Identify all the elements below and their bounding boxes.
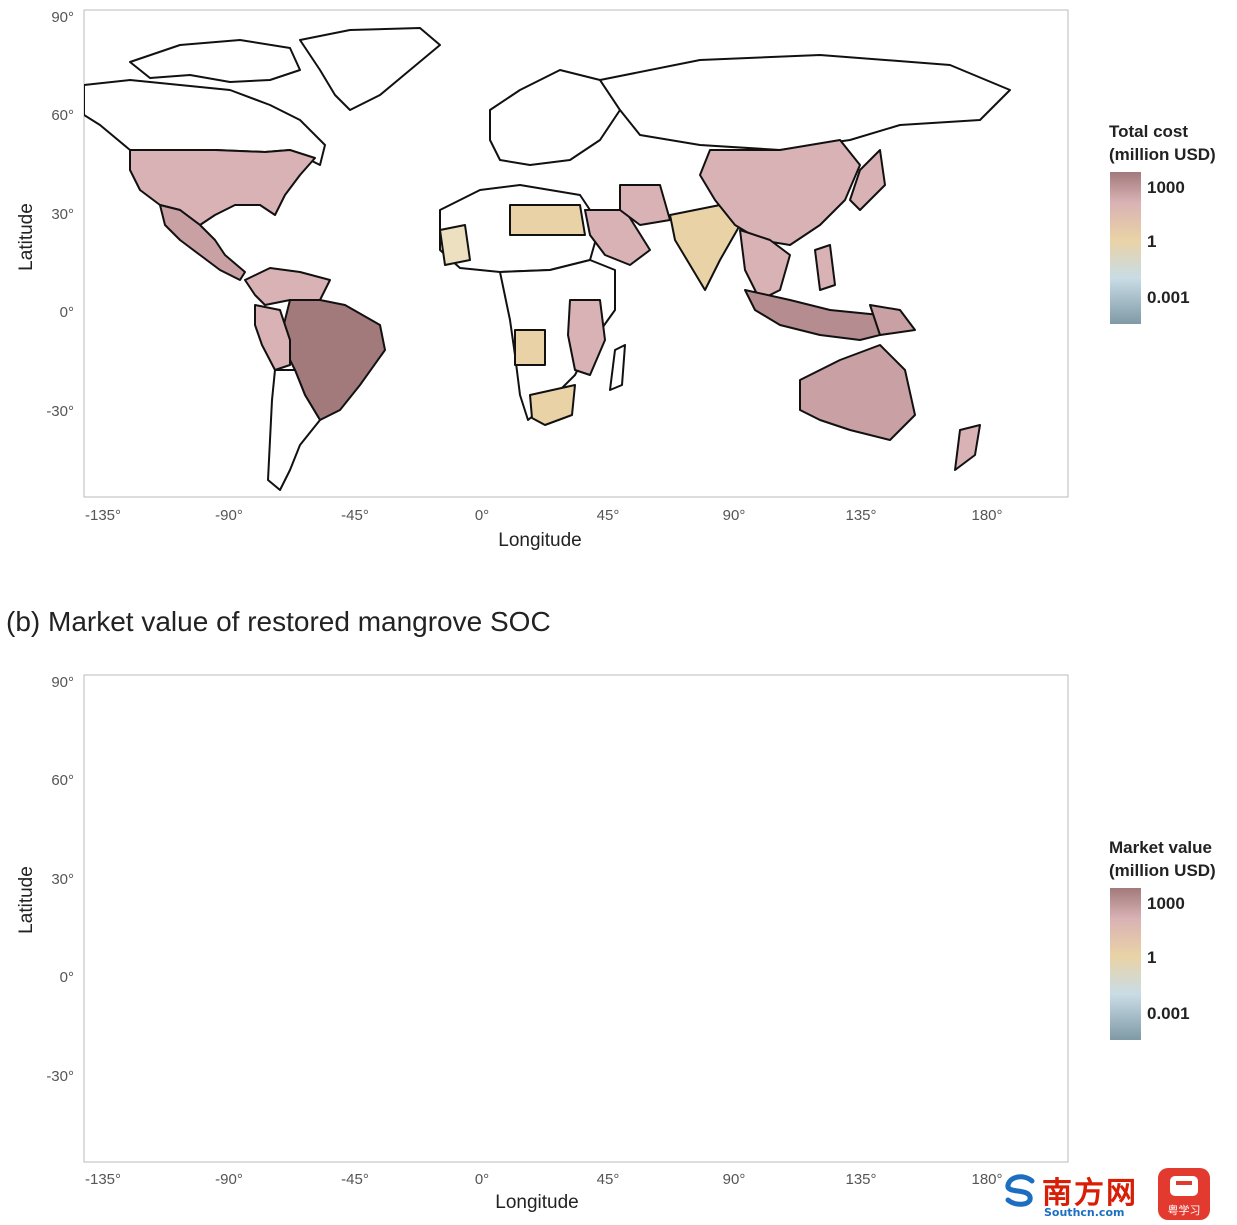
y-tick: 60° xyxy=(51,772,74,789)
arctic-islands xyxy=(129,39,301,83)
watermark: 南方网 Southcn.com 粤学习 xyxy=(1000,1166,1236,1224)
canada xyxy=(84,79,326,166)
panel-a-legend: Total cost (million USD) 1000 1 0.001 xyxy=(1109,120,1234,330)
x-tick: 135° xyxy=(845,1171,876,1188)
legend-colorbar xyxy=(1110,888,1141,1040)
legend-label-low: 0.001 xyxy=(1147,1004,1190,1023)
legend-label-mid: 1 xyxy=(1147,948,1157,967)
x-tick: -45° xyxy=(341,1171,369,1188)
panel-b-x-label: Longitude xyxy=(495,1192,578,1213)
panel-a-map xyxy=(84,27,1011,491)
southern-cone xyxy=(267,369,321,491)
new-zealand xyxy=(954,424,981,471)
x-tick: 45° xyxy=(597,507,620,524)
x-tick: 90° xyxy=(723,507,746,524)
panel-b: 90° 60° 30° 0° -30° -135° -90° -45° 0° 4… xyxy=(16,674,1069,1213)
x-tick: -45° xyxy=(341,507,369,524)
legend-title-line1: Market value xyxy=(1109,838,1212,857)
x-tick: -90° xyxy=(215,1171,243,1188)
x-tick: -90° xyxy=(215,507,243,524)
brazil xyxy=(279,299,386,421)
legend-title-line2: (million USD) xyxy=(1109,145,1216,164)
west-africa xyxy=(439,224,471,266)
y-tick: 0° xyxy=(60,304,74,321)
x-tick: 0° xyxy=(475,1171,489,1188)
x-tick: 180° xyxy=(971,1171,1002,1188)
se-asia xyxy=(739,229,791,301)
russia xyxy=(599,54,1011,151)
app-name-cn: 粤学习 xyxy=(1167,1204,1201,1217)
legend-title-line2: (million USD) xyxy=(1109,861,1216,880)
y-tick: 90° xyxy=(51,674,74,691)
greenland xyxy=(299,27,441,111)
panel-b-y-ticks: 90° 60° 30° 0° -30° xyxy=(46,674,74,1085)
south-africa xyxy=(529,384,576,426)
egypt-libya xyxy=(509,204,586,236)
legend-title-line1: Total cost xyxy=(1109,122,1189,141)
legend-colorbar xyxy=(1110,172,1141,324)
europe xyxy=(489,69,621,166)
x-tick: 135° xyxy=(845,507,876,524)
legend-label-high: 1000 xyxy=(1147,178,1185,197)
x-tick: -135° xyxy=(85,507,121,524)
panel-b-x-ticks: -135° -90° -45° 0° 45° 90° 135° 180° xyxy=(85,1171,1003,1188)
tanzania-mozambique xyxy=(567,299,606,376)
y-tick: 0° xyxy=(60,969,74,986)
x-tick: 0° xyxy=(475,507,489,524)
philippines xyxy=(814,244,836,291)
panel-a: 90° 60° 30° 0° -30° -135° -90° -45° 0° 4… xyxy=(16,9,1069,551)
china xyxy=(699,139,861,246)
brand-name-cn: 南方网 xyxy=(1042,1176,1138,1211)
legend-label-high: 1000 xyxy=(1147,894,1185,913)
y-tick: 30° xyxy=(51,871,74,888)
southcn-logo-icon xyxy=(1005,1174,1035,1207)
panel-a-y-ticks: 90° 60° 30° 0° -30° xyxy=(46,9,74,420)
japan xyxy=(849,149,886,211)
x-tick: 45° xyxy=(597,1171,620,1188)
legend-label-mid: 1 xyxy=(1147,232,1157,251)
madagascar xyxy=(609,344,626,391)
y-tick: 90° xyxy=(51,9,74,26)
png xyxy=(869,304,916,336)
panel-a-x-ticks: -135° -90° -45° 0° 45° 90° 135° 180° xyxy=(85,507,1003,524)
brand-url: Southcn.com xyxy=(1044,1206,1125,1219)
y-tick: 30° xyxy=(51,206,74,223)
y-tick: 60° xyxy=(51,107,74,124)
panel-b-title: (b) Market value of restored mangrove SO… xyxy=(6,606,551,637)
y-tick: -30° xyxy=(46,1068,74,1085)
legend-label-low: 0.001 xyxy=(1147,288,1190,307)
mexico xyxy=(159,204,246,281)
panel-b-frame xyxy=(83,674,1069,1163)
angola xyxy=(514,329,546,366)
iran xyxy=(619,184,671,226)
app-logo-icon xyxy=(1170,1176,1198,1196)
usa xyxy=(129,149,316,226)
x-tick: 180° xyxy=(971,507,1002,524)
panel-b-legend: Market value (million USD) 1000 1 0.001 xyxy=(1109,836,1234,1046)
panel-a-y-label: Latitude xyxy=(16,203,37,271)
panel-b-y-label: Latitude xyxy=(16,866,37,934)
x-tick: -135° xyxy=(85,1171,121,1188)
panel-a-x-label: Longitude xyxy=(498,530,581,551)
x-tick: 90° xyxy=(723,1171,746,1188)
peru xyxy=(254,304,291,371)
australia xyxy=(799,344,916,441)
y-tick: -30° xyxy=(46,403,74,420)
app-badge: 粤学习 xyxy=(1158,1168,1210,1220)
